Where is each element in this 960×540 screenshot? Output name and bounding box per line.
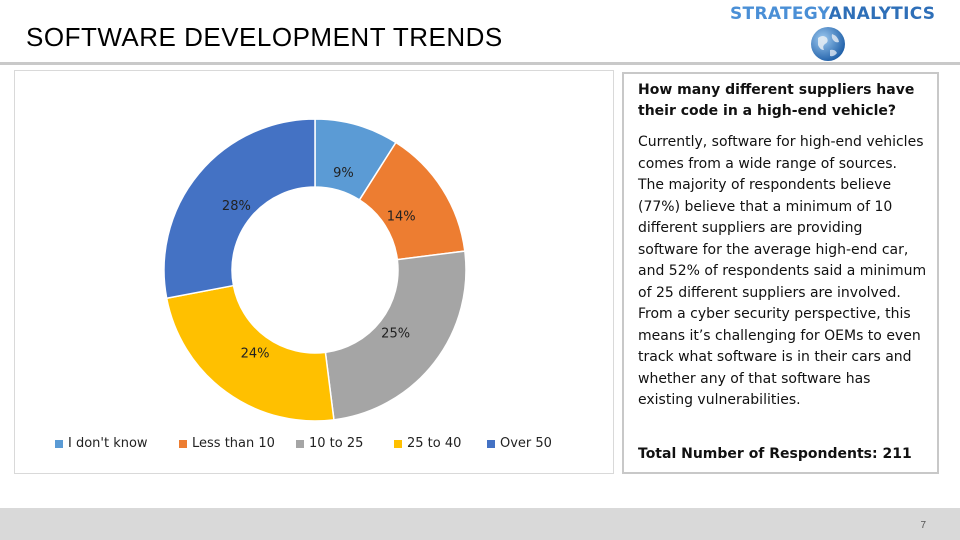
chart-legend: I don't know Less than 10 10 to 25 25 to 40… [55,436,567,451]
header-divider [0,62,960,65]
legend-swatch [179,439,187,448]
page-number: 7 [920,520,926,531]
respondent-total: Total Number of Respondents: 211 [638,446,912,462]
legend-label: 10 to 25 [309,436,364,451]
legend-swatch [487,439,495,448]
chart-panel: 9% 14% 25% 24% 28% [14,70,614,474]
brand-logo: STRATEGYANALYTICS [730,4,935,24]
donut-slice-5 [163,118,316,300]
brand-logo-right: ANALYTICS [828,4,936,24]
donut-chart: 9% 14% 25% 24% 28% [163,118,467,422]
legend-label: Less than 10 [192,436,275,451]
page-title: SOFTWARE DEVELOPMENT TRENDS [26,22,503,52]
legend-swatch [296,439,304,448]
legend-label: I don't know [68,436,148,451]
legend-item-3: 10 to 25 [296,436,394,451]
legend-label: Over 50 [500,436,552,451]
footer-bar: 7 [0,508,960,540]
summary-text: Currently, software for high-end vehicle… [638,134,927,408]
summary-panel: How many different suppliers have their … [622,72,939,474]
globe-icon [811,27,845,61]
legend-label: 25 to 40 [407,436,462,451]
legend-item-5: Over 50 [487,436,567,451]
slice-label-1: 9% [333,166,354,181]
legend-item-4: 25 to 40 [394,436,487,451]
question-heading: How many different suppliers have their … [638,82,915,119]
legend-item-2: Less than 10 [179,436,296,451]
brand-logo-left: STRATEGY [730,4,829,24]
legend-swatch [394,439,402,448]
legend-swatch [55,439,63,448]
slice-label-3: 25% [381,327,410,342]
legend-item-1: I don't know [55,436,179,451]
donut-slice-3 [324,250,467,421]
slice-label-4: 24% [241,347,270,362]
slice-label-5: 28% [222,199,251,214]
donut-slice-4 [165,284,335,422]
slice-label-2: 14% [387,209,416,224]
